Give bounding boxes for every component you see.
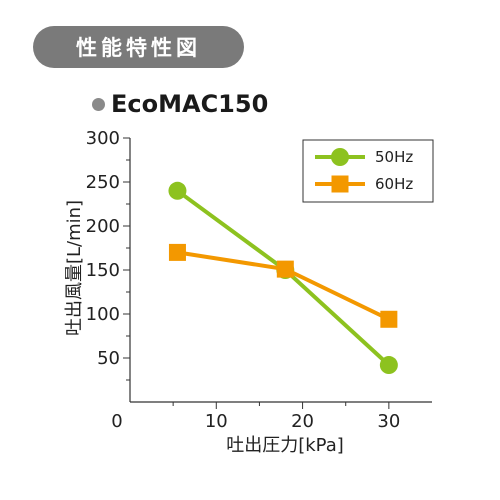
y-tick-label: 200 [86, 216, 120, 237]
data-point-60Hz [168, 243, 186, 261]
legend-marker-50Hz [331, 148, 349, 166]
legend-label-60Hz: 60Hz [375, 175, 413, 193]
legend-label-50Hz: 50Hz [375, 148, 413, 166]
data-point-50Hz [379, 356, 398, 375]
model-name: EcoMAC150 [111, 90, 269, 118]
chart-ticks: 50 100 150 200 250 300 0 10 20 30 [86, 128, 401, 432]
y-tick-label: 100 [86, 304, 120, 325]
y-axis-title: 吐出風量[L/min] [64, 200, 85, 336]
y-tick-label: 300 [86, 128, 120, 149]
x-tick-label: 0 [111, 411, 122, 432]
chart-legend: 50Hz 60Hz [302, 139, 434, 203]
data-point-50Hz [168, 181, 187, 200]
legend-marker-60Hz [331, 175, 349, 193]
chart-series [168, 181, 398, 375]
section-title: 性能特性図 [33, 26, 244, 68]
x-tick-label: 20 [291, 411, 314, 432]
x-tick-label: 30 [377, 411, 400, 432]
data-point-60Hz [380, 310, 398, 328]
y-tick-label: 150 [86, 260, 120, 281]
model-label: EcoMAC150 [92, 88, 268, 120]
x-axis-title: 吐出圧力[kPa] [226, 435, 344, 456]
legend-box [302, 139, 434, 203]
data-point-60Hz [276, 260, 294, 278]
y-tick-label: 50 [97, 348, 120, 369]
bullet-icon [92, 97, 105, 111]
x-tick-label: 10 [205, 411, 228, 432]
y-tick-label: 250 [86, 172, 120, 193]
